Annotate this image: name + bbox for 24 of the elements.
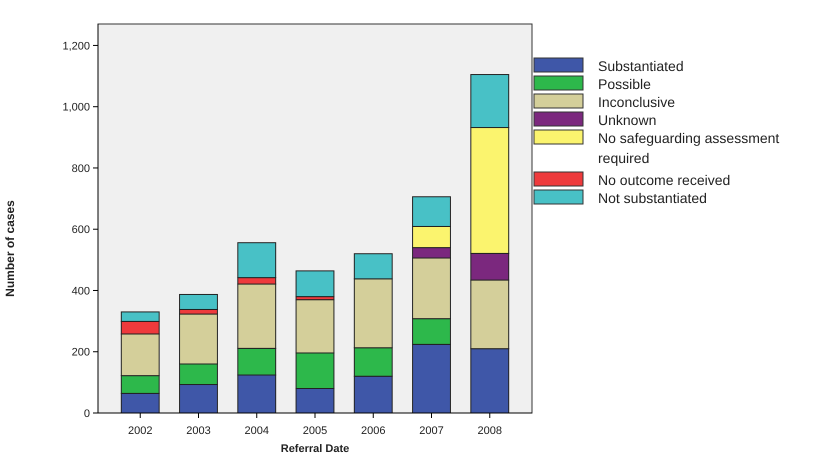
- legend-label: Unknown: [598, 112, 656, 128]
- x-tick-label: 2006: [361, 425, 386, 437]
- x-tick-label: 2005: [302, 425, 328, 437]
- y-tick-label: 800: [72, 162, 90, 175]
- legend-label: No safeguarding assessment required: [598, 130, 780, 166]
- bar: [296, 270, 334, 298]
- x-tick-label: 2002: [128, 425, 152, 437]
- y-axis-title: Number of cases: [3, 200, 17, 297]
- x-tick-label: 2008: [478, 425, 502, 437]
- y-tick-label: 0: [84, 408, 90, 420]
- y-tick-label: 1,200: [62, 40, 90, 52]
- y-tick-label: 200: [72, 346, 90, 359]
- x-tick-label: 2004: [244, 425, 269, 437]
- y-tick-label: 1,000: [62, 102, 90, 114]
- x-tick-label: 2003: [186, 425, 211, 437]
- legend-label: Substantiated: [598, 58, 684, 74]
- legend-label: Inconclusive: [598, 94, 676, 110]
- y-tick-label: 600: [72, 224, 90, 236]
- y-tick-label: 400: [72, 285, 90, 298]
- x-axis-title: Referral Date: [280, 443, 350, 455]
- legend-label: No outcome received: [598, 172, 730, 188]
- legend-label: Possible: [598, 76, 652, 92]
- legend-label: Not substantiated: [598, 190, 707, 206]
- x-tick-label: 2007: [419, 425, 444, 437]
